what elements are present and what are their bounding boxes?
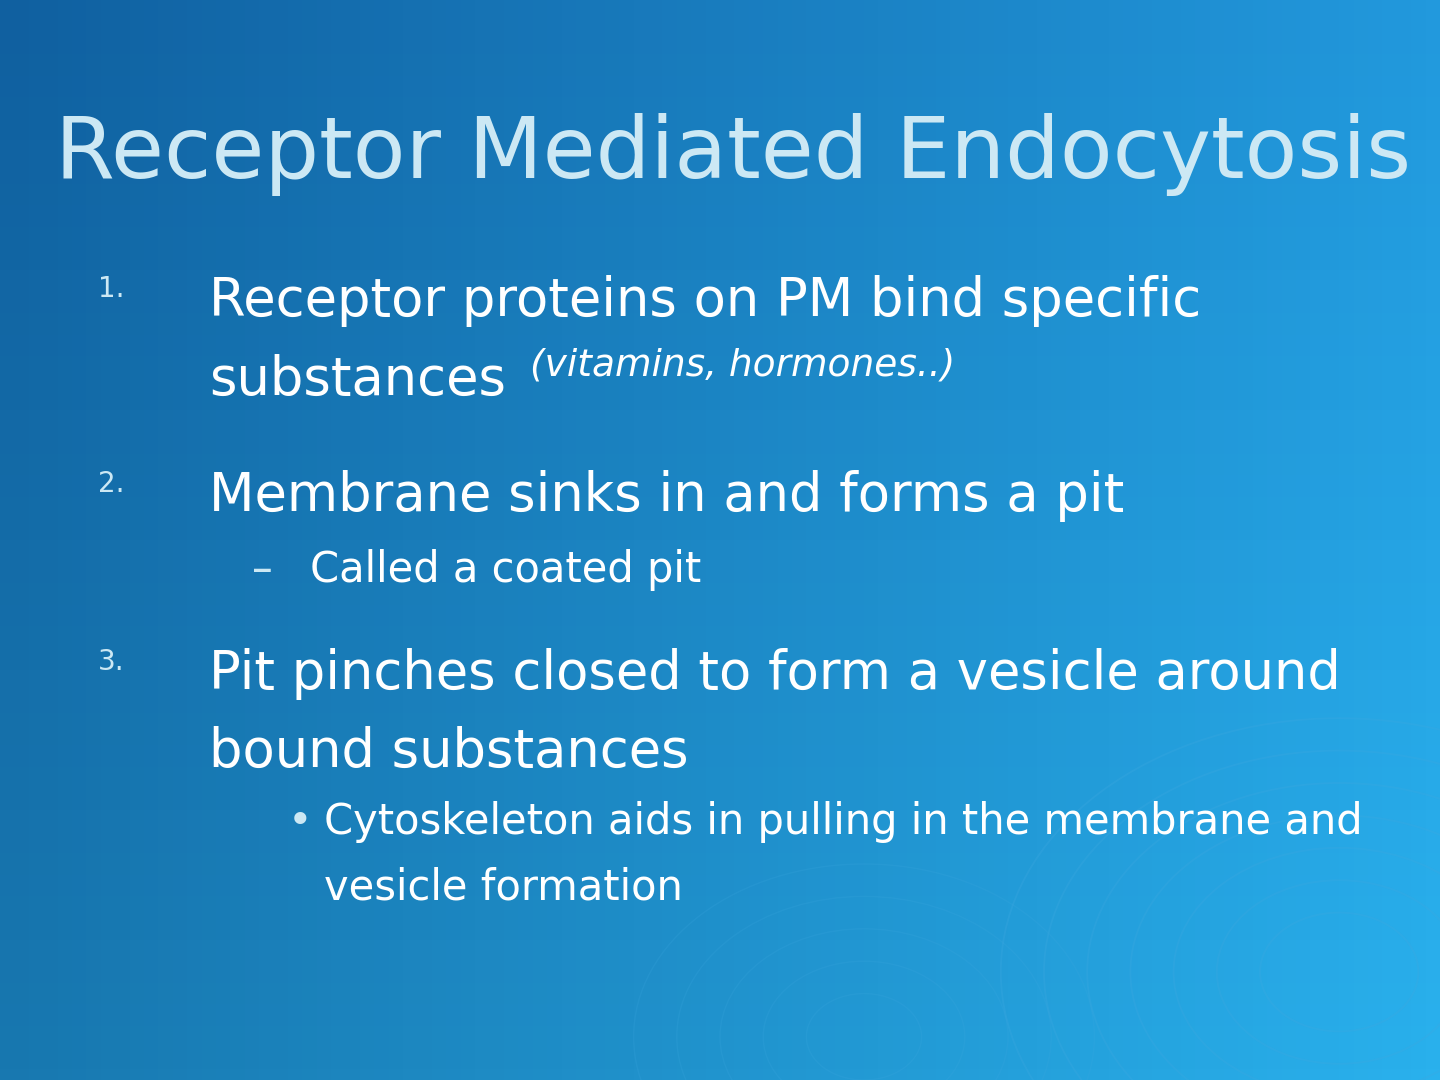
Text: (vitamins, hormones..): (vitamins, hormones..): [530, 348, 955, 383]
Text: 3.: 3.: [98, 648, 124, 676]
Text: vesicle formation: vesicle formation: [324, 866, 683, 908]
Text: Pit pinches closed to form a vesicle around: Pit pinches closed to form a vesicle aro…: [209, 648, 1341, 700]
Text: bound substances: bound substances: [209, 726, 688, 778]
Text: •: •: [288, 801, 312, 843]
Text: substances: substances: [209, 354, 505, 406]
Text: Receptor proteins on PM bind specific: Receptor proteins on PM bind specific: [209, 275, 1201, 327]
Text: Membrane sinks in and forms a pit: Membrane sinks in and forms a pit: [209, 470, 1125, 522]
Text: Receptor Mediated Endocytosis: Receptor Mediated Endocytosis: [55, 113, 1411, 197]
Text: Cytoskeleton aids in pulling in the membrane and: Cytoskeleton aids in pulling in the memb…: [324, 801, 1362, 843]
Text: Called a coated pit: Called a coated pit: [310, 549, 701, 591]
Text: 1.: 1.: [98, 275, 124, 303]
Text: –: –: [252, 549, 272, 591]
Text: 2.: 2.: [98, 470, 124, 498]
